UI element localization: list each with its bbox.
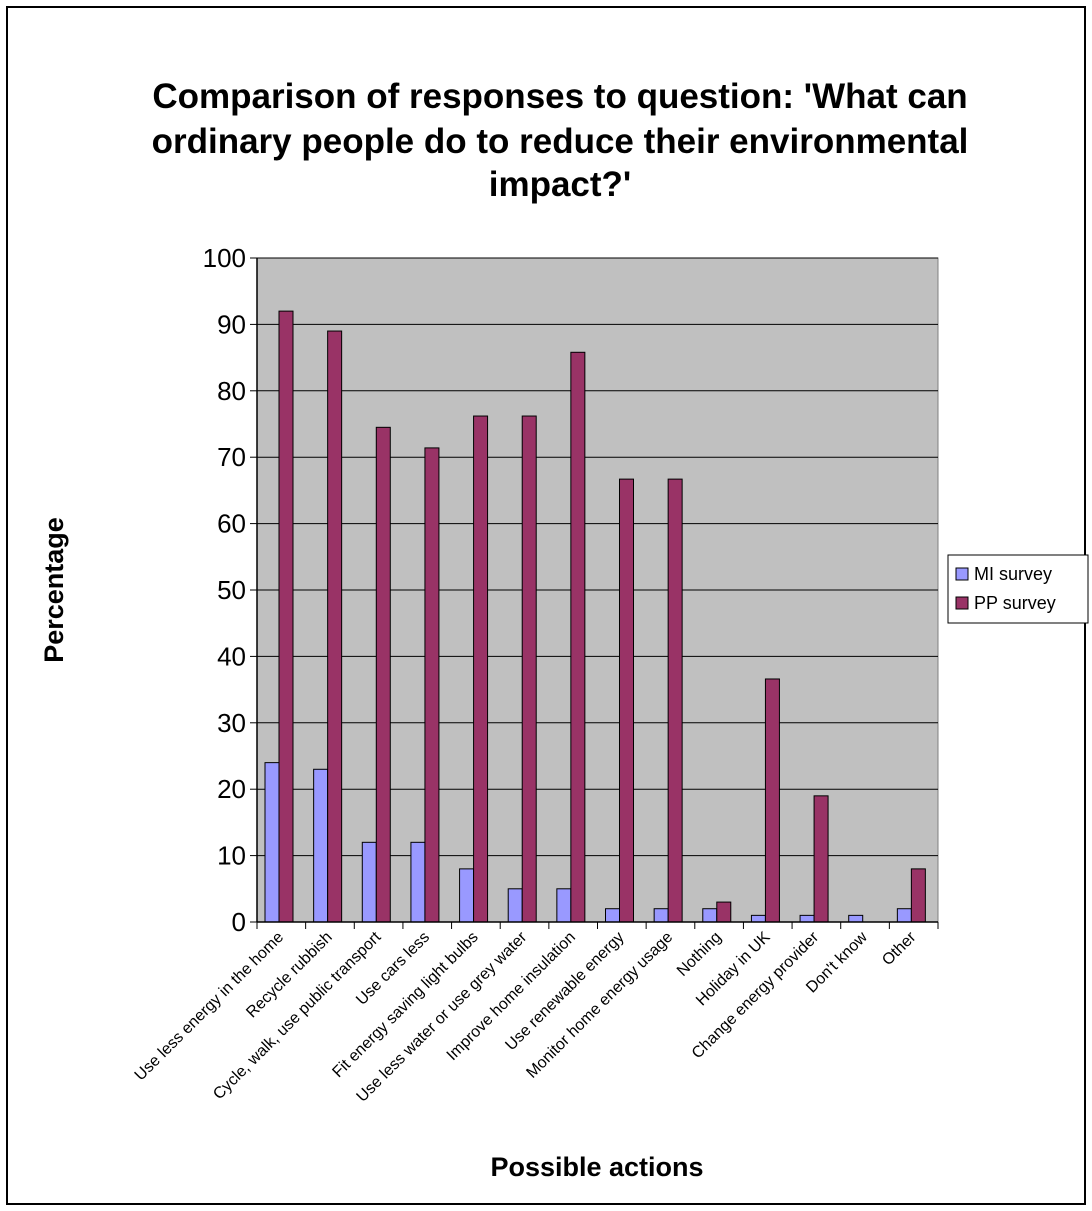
x-axis-title: Possible actions (490, 1152, 703, 1182)
legend-swatch (955, 596, 969, 610)
chart-title-line-3: impact?' (489, 165, 632, 204)
y-tick-label: 60 (217, 509, 246, 539)
bar-pp-survey (570, 351, 586, 923)
bar-mi-survey (264, 762, 280, 923)
bar-pp-survey (910, 868, 926, 923)
bar-pp-survey (619, 478, 634, 923)
bar-pp-survey (375, 426, 391, 923)
legend-swatch (955, 567, 969, 581)
y-tick-label: 100 (203, 243, 246, 273)
bar-mi-survey (459, 868, 475, 923)
chart-title: Comparison of responses to question: 'Wh… (152, 77, 969, 204)
bar-mi-survey (750, 914, 766, 923)
bar-pp-survey (473, 415, 489, 923)
legend-box (947, 554, 1089, 624)
bar-mi-survey (507, 888, 523, 923)
y-tick-label: 90 (217, 309, 246, 339)
bar-mi-survey (848, 914, 864, 923)
bar-mi-survey (896, 908, 912, 923)
legend-label: PP survey (974, 593, 1056, 613)
bar-pp-survey (278, 310, 294, 923)
bar-pp-survey (813, 795, 829, 923)
bar-mi-survey (605, 908, 620, 923)
bar-mi-survey (361, 841, 377, 923)
bar-pp-survey (424, 447, 440, 923)
y-axis-title: Percentage (39, 517, 69, 663)
bar-pp-survey (764, 678, 780, 923)
bars (264, 310, 926, 923)
chart-title-line-1: Comparison of responses to question: 'Wh… (152, 77, 967, 116)
legend: MI survey PP survey (947, 554, 1089, 624)
x-tick-label: Recycle rubbish (243, 929, 336, 1022)
bar-mi-survey (410, 841, 426, 923)
bar-mi-survey (799, 914, 815, 923)
bar-pp-survey (521, 415, 537, 923)
bar-pp-survey (716, 901, 732, 923)
bar-mi-survey (556, 888, 572, 923)
bar-mi-survey (313, 768, 329, 923)
y-tick-label: 70 (217, 442, 246, 472)
chart-title-line-2: ordinary people do to reduce their envir… (152, 122, 969, 161)
x-tick-label: Other (879, 928, 920, 969)
y-tick-label: 80 (217, 376, 246, 406)
y-tick-label: 30 (217, 708, 246, 738)
bar-pp-survey (667, 478, 683, 923)
bar-mi-survey (702, 908, 718, 923)
gridlines (257, 257, 938, 857)
y-tick-label: 40 (217, 641, 246, 671)
y-axis-ticks: 0 10 20 30 40 50 60 70 80 90 100 (203, 243, 257, 937)
bar-mi-survey (653, 908, 669, 923)
bar-pp-survey (327, 330, 343, 923)
y-tick-label: 20 (217, 774, 246, 804)
legend-label: MI survey (974, 564, 1052, 584)
y-tick-label: 0 (232, 907, 246, 937)
y-tick-label: 50 (217, 575, 246, 605)
y-tick-label: 10 (217, 841, 246, 871)
